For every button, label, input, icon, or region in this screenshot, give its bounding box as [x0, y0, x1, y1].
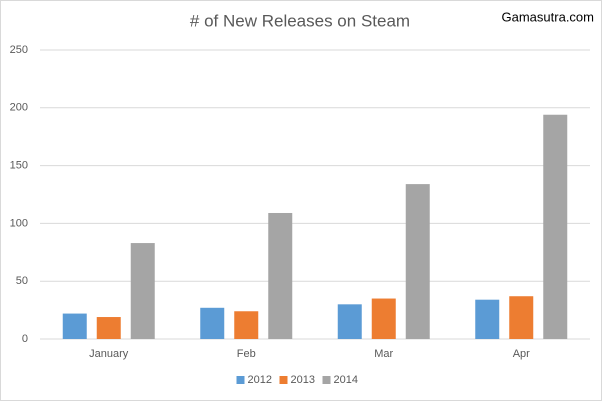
x-tick-label: January	[89, 348, 129, 360]
bar	[96, 317, 121, 339]
watermark: Gamasutra.com	[502, 9, 594, 24]
bar	[337, 304, 362, 339]
y-tick-label: 250	[10, 44, 28, 56]
bar	[475, 299, 500, 339]
y-tick-label: 150	[10, 160, 28, 172]
legend-swatch	[236, 376, 245, 384]
y-tick-label: 100	[10, 217, 28, 229]
y-tick-label: 0	[22, 333, 28, 345]
bar	[405, 184, 430, 339]
bar	[268, 212, 293, 339]
bar	[509, 296, 534, 339]
legend-label: 2012	[248, 374, 272, 386]
legend-label: 2013	[291, 374, 315, 386]
bar	[200, 307, 225, 339]
y-tick-label: 50	[16, 275, 28, 287]
legend-label: 2014	[334, 374, 358, 386]
legend-swatch	[279, 376, 288, 384]
x-tick-label: Mar	[374, 348, 393, 360]
y-tick-label: 200	[10, 102, 28, 114]
bar	[543, 114, 568, 340]
bar	[62, 313, 87, 339]
chart-title: # of New Releases on Steam	[190, 11, 410, 30]
x-tick-label: Apr	[513, 348, 530, 360]
bar	[234, 311, 259, 339]
x-tick-label: Feb	[237, 348, 256, 360]
legend-swatch	[322, 376, 331, 384]
bar	[371, 298, 396, 339]
bar	[130, 243, 155, 339]
